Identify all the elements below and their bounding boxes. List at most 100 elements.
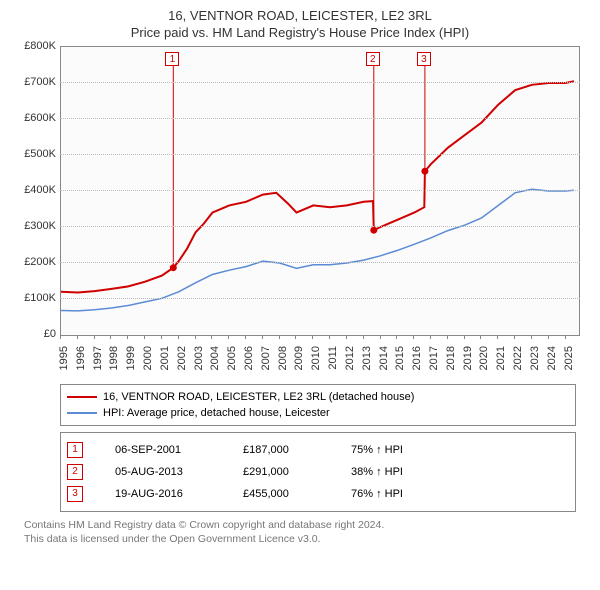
x-tick-mark bbox=[548, 335, 549, 339]
x-tick-label: 2012 bbox=[344, 346, 356, 380]
x-tick-label: 2023 bbox=[529, 346, 541, 380]
event-price: £291,000 bbox=[243, 466, 323, 478]
annotation-tag: 1 bbox=[165, 52, 179, 66]
event-num: 1 bbox=[67, 442, 83, 458]
event-pct: 76% ↑ HPI bbox=[351, 488, 569, 500]
x-tick-label: 2001 bbox=[159, 346, 171, 380]
x-tick-mark bbox=[447, 335, 448, 339]
annotation-tag: 3 bbox=[417, 52, 431, 66]
x-tick-mark bbox=[279, 335, 280, 339]
y-tick-label: £800K bbox=[10, 40, 56, 52]
x-tick-label: 2011 bbox=[327, 346, 339, 380]
x-tick-mark bbox=[60, 335, 61, 339]
x-tick-label: 2025 bbox=[563, 346, 575, 380]
legend-label: 16, VENTNOR ROAD, LEICESTER, LE2 3RL (de… bbox=[103, 391, 414, 403]
y-tick-label: £0 bbox=[10, 328, 56, 340]
x-tick-label: 2010 bbox=[310, 346, 322, 380]
x-tick-mark bbox=[77, 335, 78, 339]
event-num: 2 bbox=[67, 464, 83, 480]
x-tick-label: 2014 bbox=[378, 346, 390, 380]
y-tick-label: £300K bbox=[10, 220, 56, 232]
chart-area: £0£100K£200K£300K£400K£500K£600K£700K£80… bbox=[10, 46, 590, 376]
x-tick-mark bbox=[127, 335, 128, 339]
x-tick-label: 2013 bbox=[361, 346, 373, 380]
x-tick-mark bbox=[464, 335, 465, 339]
x-tick-mark bbox=[430, 335, 431, 339]
x-tick-label: 2018 bbox=[445, 346, 457, 380]
x-tick-mark bbox=[161, 335, 162, 339]
x-tick-label: 2015 bbox=[394, 346, 406, 380]
x-tick-label: 2005 bbox=[226, 346, 238, 380]
series-line bbox=[61, 189, 574, 311]
legend-item: HPI: Average price, detached house, Leic… bbox=[67, 405, 569, 421]
page: 16, VENTNOR ROAD, LEICESTER, LE2 3RL Pri… bbox=[0, 0, 600, 550]
title-line-2: Price paid vs. HM Land Registry's House … bbox=[10, 25, 590, 40]
x-tick-label: 1999 bbox=[125, 346, 137, 380]
x-tick-mark bbox=[514, 335, 515, 339]
x-tick-label: 2003 bbox=[193, 346, 205, 380]
chart-svg bbox=[61, 47, 579, 335]
gridline bbox=[60, 298, 580, 299]
event-row: 319-AUG-2016£455,00076% ↑ HPI bbox=[67, 483, 569, 505]
legend: 16, VENTNOR ROAD, LEICESTER, LE2 3RL (de… bbox=[60, 384, 576, 426]
event-pct: 75% ↑ HPI bbox=[351, 444, 569, 456]
x-tick-mark bbox=[380, 335, 381, 339]
x-tick-label: 1997 bbox=[92, 346, 104, 380]
x-tick-mark bbox=[94, 335, 95, 339]
event-row: 205-AUG-2013£291,00038% ↑ HPI bbox=[67, 461, 569, 483]
x-tick-label: 2004 bbox=[209, 346, 221, 380]
y-tick-label: £400K bbox=[10, 184, 56, 196]
series-line bbox=[61, 81, 574, 292]
x-tick-label: 2019 bbox=[462, 346, 474, 380]
x-tick-mark bbox=[312, 335, 313, 339]
x-tick-label: 1996 bbox=[75, 346, 87, 380]
x-tick-mark bbox=[480, 335, 481, 339]
x-tick-mark bbox=[346, 335, 347, 339]
y-tick-label: £200K bbox=[10, 256, 56, 268]
event-num: 3 bbox=[67, 486, 83, 502]
gridline bbox=[60, 190, 580, 191]
x-tick-mark bbox=[245, 335, 246, 339]
gridline bbox=[60, 262, 580, 263]
x-tick-label: 2007 bbox=[260, 346, 272, 380]
x-tick-mark bbox=[363, 335, 364, 339]
x-tick-label: 2024 bbox=[546, 346, 558, 380]
plot-frame bbox=[60, 46, 580, 336]
x-tick-label: 2016 bbox=[411, 346, 423, 380]
event-date: 06-SEP-2001 bbox=[115, 444, 215, 456]
event-price: £455,000 bbox=[243, 488, 323, 500]
x-tick-mark bbox=[178, 335, 179, 339]
event-price: £187,000 bbox=[243, 444, 323, 456]
annotation-tag: 2 bbox=[366, 52, 380, 66]
footer-line-1: Contains HM Land Registry data © Crown c… bbox=[24, 518, 576, 532]
legend-label: HPI: Average price, detached house, Leic… bbox=[103, 407, 330, 419]
x-tick-label: 2009 bbox=[293, 346, 305, 380]
y-tick-label: £500K bbox=[10, 148, 56, 160]
legend-item: 16, VENTNOR ROAD, LEICESTER, LE2 3RL (de… bbox=[67, 389, 569, 405]
legend-swatch bbox=[67, 396, 97, 398]
title-block: 16, VENTNOR ROAD, LEICESTER, LE2 3RL Pri… bbox=[10, 8, 590, 40]
event-pct: 38% ↑ HPI bbox=[351, 466, 569, 478]
x-tick-label: 2000 bbox=[142, 346, 154, 380]
gridline bbox=[60, 226, 580, 227]
x-tick-mark bbox=[195, 335, 196, 339]
footer-line-2: This data is licensed under the Open Gov… bbox=[24, 532, 576, 546]
gridline bbox=[60, 154, 580, 155]
x-tick-mark bbox=[531, 335, 532, 339]
event-row: 1 06-SEP-2001 £187,000 75% ↑ HPI bbox=[67, 439, 569, 461]
y-tick-label: £600K bbox=[10, 112, 56, 124]
legend-swatch bbox=[67, 412, 97, 414]
x-tick-mark bbox=[396, 335, 397, 339]
x-tick-label: 1995 bbox=[58, 346, 70, 380]
x-tick-label: 2017 bbox=[428, 346, 440, 380]
y-tick-label: £100K bbox=[10, 292, 56, 304]
x-tick-label: 2020 bbox=[478, 346, 490, 380]
title-line-1: 16, VENTNOR ROAD, LEICESTER, LE2 3RL bbox=[10, 8, 590, 23]
x-tick-mark bbox=[565, 335, 566, 339]
x-tick-mark bbox=[211, 335, 212, 339]
y-tick-label: £700K bbox=[10, 76, 56, 88]
x-tick-mark bbox=[413, 335, 414, 339]
x-tick-mark bbox=[262, 335, 263, 339]
gridline bbox=[60, 118, 580, 119]
footer: Contains HM Land Registry data © Crown c… bbox=[24, 518, 576, 546]
